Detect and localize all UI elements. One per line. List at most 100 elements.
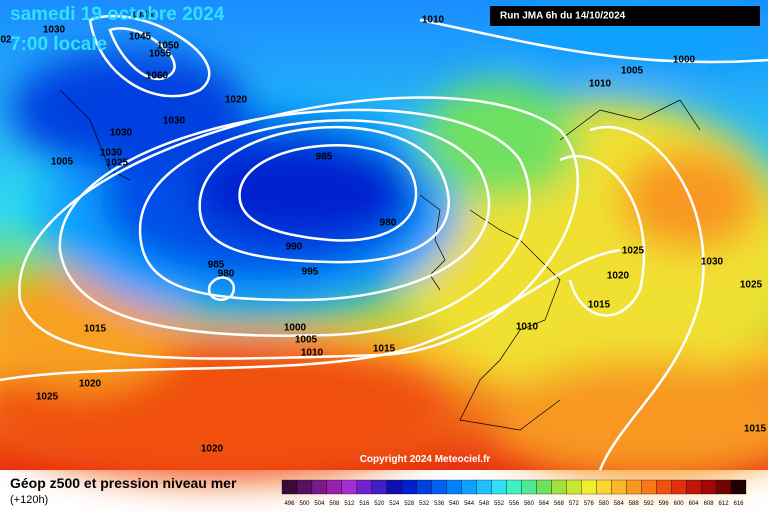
legend-label: 568 bbox=[554, 501, 565, 507]
legend-label: 508 bbox=[329, 501, 340, 507]
legend-swatch bbox=[671, 479, 687, 495]
isobar-label: 990 bbox=[286, 242, 303, 253]
legend-swatch bbox=[296, 479, 313, 495]
legend-label: 496 bbox=[284, 501, 295, 507]
legend-label: 604 bbox=[689, 501, 700, 507]
isobar-label: 1020 bbox=[79, 379, 102, 390]
legend-swatch bbox=[281, 479, 298, 495]
legend-swatch bbox=[491, 479, 507, 495]
legend-label: 616 bbox=[734, 501, 745, 507]
legend-label: 596 bbox=[659, 501, 670, 507]
legend-swatch bbox=[641, 479, 657, 495]
legend-label: 548 bbox=[479, 501, 490, 507]
isobar-label: 1020 bbox=[201, 444, 224, 455]
legend-swatch bbox=[371, 479, 387, 495]
isobar-label: 995 bbox=[302, 267, 319, 278]
isobars bbox=[0, 14, 768, 471]
isobar-label: 1010 bbox=[589, 79, 612, 90]
isobar-label: 1005 bbox=[295, 335, 318, 346]
legend-label: 588 bbox=[629, 501, 640, 507]
legend-label: 608 bbox=[704, 501, 715, 507]
isobar-label: 1010 bbox=[301, 348, 324, 359]
isobar-label: 1015 bbox=[744, 424, 767, 435]
legend-swatch bbox=[715, 479, 732, 495]
legend-label: 552 bbox=[494, 501, 505, 507]
footer-lead: (+120h) bbox=[10, 494, 48, 506]
legend-swatch bbox=[685, 479, 702, 495]
legend-label: 600 bbox=[674, 501, 685, 507]
isobar-label: 1005 bbox=[621, 66, 644, 77]
legend-label: 576 bbox=[584, 501, 595, 507]
legend-label: 516 bbox=[359, 501, 370, 507]
legend-label: 500 bbox=[299, 501, 310, 507]
legend-label: 584 bbox=[614, 501, 625, 507]
isobar-label: 985 bbox=[316, 152, 333, 163]
legend-label: 536 bbox=[434, 501, 445, 507]
isobar-label: 1030 bbox=[43, 25, 66, 36]
legend-swatch bbox=[431, 479, 447, 495]
isobar-label: 1030 bbox=[110, 128, 133, 139]
legend-label: 540 bbox=[449, 501, 460, 507]
legend-swatch bbox=[581, 479, 597, 495]
isobar-label: 1060 bbox=[146, 71, 169, 82]
legend-label: 564 bbox=[539, 501, 550, 507]
isobar-label: 1025 bbox=[740, 280, 763, 291]
legend-swatch bbox=[521, 479, 537, 495]
isobar-label: 1030 bbox=[701, 257, 724, 268]
legend-label: 520 bbox=[374, 501, 385, 507]
legend-label: 556 bbox=[509, 501, 520, 507]
footer-title: Géop z500 et pression niveau mer bbox=[10, 475, 237, 491]
isobar-label: 02 bbox=[0, 35, 12, 46]
legend: 496 500 504 508 512 516 520 524 528 532 536 540 544 5… bbox=[281, 479, 747, 507]
isobar-label: 1010 bbox=[422, 15, 445, 26]
legend-swatch bbox=[730, 479, 747, 495]
legend-label: 580 bbox=[599, 501, 610, 507]
legend-label: 512 bbox=[344, 501, 355, 507]
isobar-label: 1025 bbox=[36, 392, 59, 403]
legend-label: 528 bbox=[404, 501, 415, 507]
legend-swatch bbox=[536, 479, 552, 495]
isobar-label: 1000 bbox=[673, 55, 696, 66]
legend-swatch bbox=[341, 479, 357, 495]
legend-swatch bbox=[386, 479, 402, 495]
legend-label: 532 bbox=[419, 501, 430, 507]
legend-swatch bbox=[551, 479, 567, 495]
isobar-label: 1005 bbox=[51, 157, 74, 168]
isobar-label: 1010 bbox=[516, 322, 539, 333]
legend-swatch bbox=[656, 479, 672, 495]
run-box bbox=[490, 6, 760, 26]
run-label: Run JMA 6h du 14/10/2024 bbox=[500, 11, 626, 22]
time-label: 7:00 locale bbox=[10, 34, 107, 55]
isobar-label: 1025 bbox=[622, 246, 645, 257]
legend-swatch bbox=[446, 479, 462, 495]
isobar-label: 1015 bbox=[84, 324, 107, 335]
legend-label: 560 bbox=[524, 501, 535, 507]
legend-label: 592 bbox=[644, 501, 655, 507]
legend-label: 544 bbox=[464, 501, 475, 507]
isobar-label: 1000 bbox=[284, 323, 307, 334]
isobar-label: 1050 bbox=[157, 41, 180, 52]
isobar-label: 1020 bbox=[607, 271, 630, 282]
copyright: Copyright 2024 Meteociel.fr bbox=[360, 454, 491, 465]
legend-swatch bbox=[416, 479, 432, 495]
coastlines bbox=[59, 89, 701, 431]
legend-swatch bbox=[401, 479, 417, 495]
legend-swatch bbox=[476, 479, 492, 495]
isobar-label: 980 bbox=[380, 218, 397, 229]
isobar-label: 1055 bbox=[149, 49, 172, 60]
legend-swatch bbox=[461, 479, 477, 495]
legend-label: 504 bbox=[314, 501, 325, 507]
isobar-label: 1035 bbox=[131, 10, 154, 21]
legend-swatch bbox=[311, 479, 328, 495]
legend-label: 524 bbox=[389, 501, 400, 507]
isobar-label: 980 bbox=[218, 269, 235, 280]
legend-swatch bbox=[596, 479, 612, 495]
legend-swatch bbox=[326, 479, 343, 495]
legend-swatch bbox=[356, 479, 372, 495]
date-label: samedi 19 octobre 2024 bbox=[10, 4, 225, 25]
isobar-label: 1020 bbox=[225, 95, 248, 106]
legend-swatch bbox=[611, 479, 627, 495]
isobar-label: 1030 bbox=[100, 148, 123, 159]
field bbox=[0, 0, 768, 480]
